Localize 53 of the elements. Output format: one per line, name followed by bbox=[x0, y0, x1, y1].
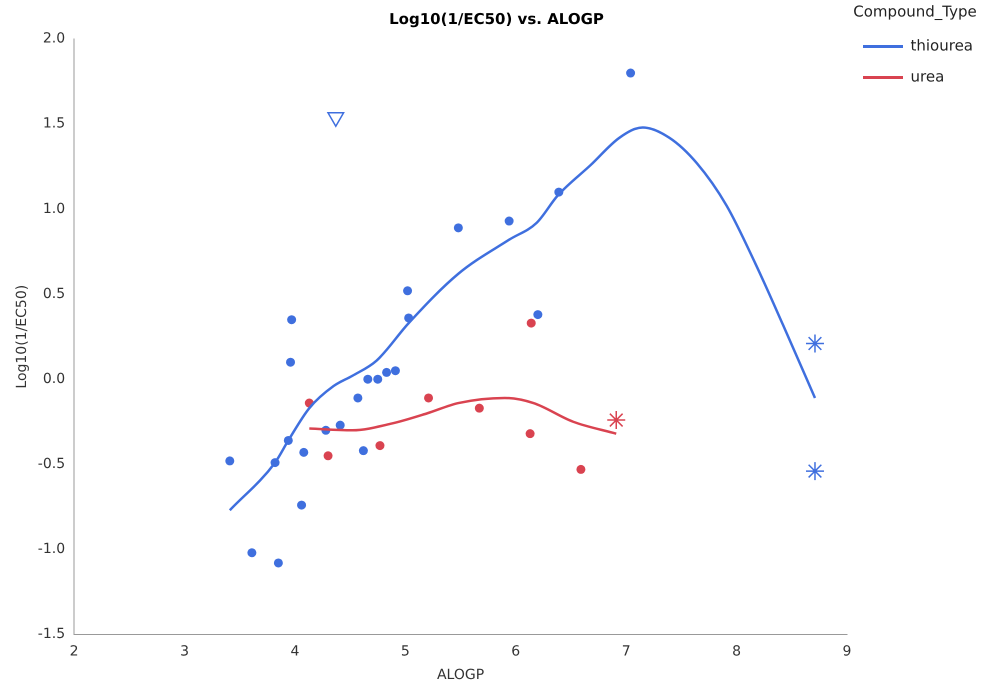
point bbox=[299, 448, 308, 457]
point bbox=[805, 461, 825, 481]
point bbox=[606, 410, 626, 430]
point bbox=[358, 446, 368, 456]
point bbox=[454, 223, 463, 232]
point bbox=[390, 366, 400, 376]
point bbox=[225, 456, 234, 466]
point bbox=[533, 310, 542, 320]
x-tick-label: 8 bbox=[732, 643, 742, 660]
point bbox=[286, 358, 296, 367]
x-tick-label: 7 bbox=[622, 643, 631, 660]
point bbox=[382, 368, 392, 377]
y-tick-label: 1.5 bbox=[42, 116, 66, 132]
point bbox=[336, 420, 345, 430]
chart-title: Log10(1/EC50) vs. ALOGP bbox=[389, 10, 604, 28]
point bbox=[324, 451, 333, 460]
x-tick-label: 4 bbox=[290, 643, 300, 660]
point bbox=[287, 315, 296, 324]
point bbox=[403, 286, 412, 296]
point bbox=[274, 558, 283, 568]
x-tick-label: 2 bbox=[70, 643, 79, 660]
point bbox=[474, 404, 484, 413]
y-tick-label: -0.5 bbox=[38, 456, 66, 472]
point bbox=[805, 334, 825, 354]
legend-title: Compound_Type bbox=[853, 2, 977, 20]
point bbox=[373, 374, 382, 384]
point bbox=[247, 548, 256, 558]
point bbox=[424, 393, 434, 402]
line-series bbox=[228, 126, 816, 512]
legend-label: urea bbox=[910, 67, 944, 86]
x-tick-label: 5 bbox=[400, 643, 410, 660]
point bbox=[526, 429, 535, 438]
x-tick-label: 6 bbox=[511, 643, 520, 660]
point bbox=[526, 318, 536, 328]
point bbox=[626, 68, 636, 78]
point bbox=[363, 374, 372, 384]
legend-label: thiourea bbox=[910, 36, 973, 54]
y-tick-label: 0.0 bbox=[42, 370, 66, 387]
y-tick-label: 2.0 bbox=[42, 30, 66, 47]
point bbox=[576, 464, 586, 474]
line-series bbox=[308, 396, 618, 435]
x-axis-title: ALOGP bbox=[436, 667, 484, 684]
x-tick-label: 9 bbox=[842, 643, 852, 660]
point bbox=[297, 500, 306, 510]
y-tick-label: 1.0 bbox=[42, 200, 66, 217]
x-tick-label: 3 bbox=[180, 643, 189, 660]
point bbox=[353, 393, 362, 402]
point bbox=[375, 441, 384, 450]
y-axis-title: Log10(1/EC50) bbox=[14, 284, 30, 389]
y-tick-label: -1.5 bbox=[38, 626, 66, 642]
point bbox=[504, 216, 514, 226]
y-tick-label: -1.0 bbox=[38, 540, 66, 557]
y-tick-label: 0.5 bbox=[42, 286, 66, 302]
